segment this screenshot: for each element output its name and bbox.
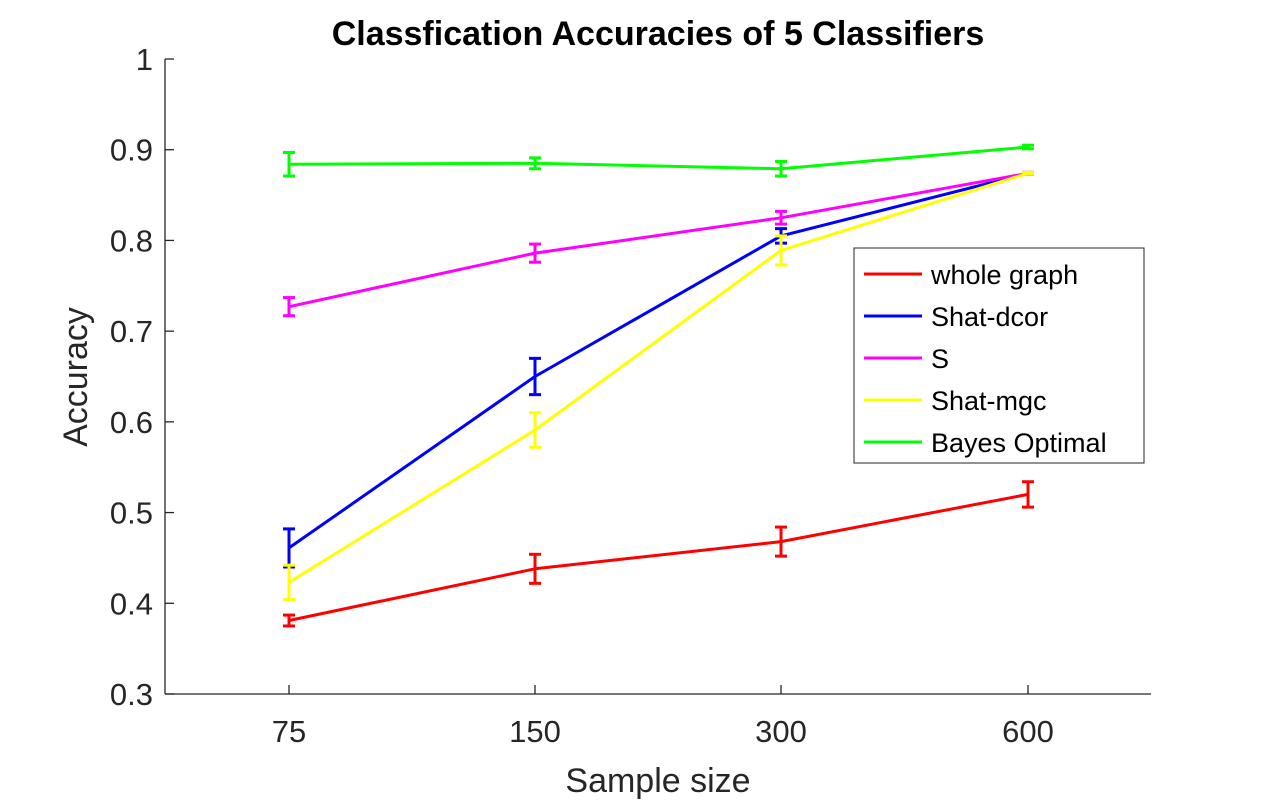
error-bar-whole-graph <box>775 525 787 558</box>
error-bar-shat-mgc <box>775 234 787 267</box>
error-bar-whole-graph <box>1022 480 1034 509</box>
y-tick-label: 0.5 <box>110 496 153 531</box>
legend-label: Shat-mgc <box>931 386 1047 416</box>
error-bar-shat-mgc <box>529 411 541 449</box>
series-line-s <box>288 171 1029 309</box>
y-tick-label: 0.7 <box>110 314 153 349</box>
error-bar-s <box>775 209 787 226</box>
series-line-whole-graph <box>288 492 1029 622</box>
y-tick-label: 0.4 <box>110 586 153 621</box>
error-bar-shat-mgc <box>1022 170 1034 176</box>
x-tick-label: 600 <box>1002 714 1054 749</box>
legend-label: whole graph <box>930 260 1078 290</box>
series-line-shat-mgc <box>288 171 1029 584</box>
series-whole-graph <box>283 480 1034 628</box>
y-tick-label: 0.3 <box>110 677 153 712</box>
error-bar-bayes-optimal <box>775 160 787 178</box>
error-bar-bayes-optimal <box>1022 143 1034 151</box>
y-axis-label: Accuracy <box>57 307 95 447</box>
error-bar-shat-dcor <box>529 356 541 397</box>
error-bar-shat-dcor <box>283 527 295 569</box>
y-tick-label: 0.8 <box>110 223 153 258</box>
legend-item-bayes-optimal: Bayes Optimal <box>864 428 1107 458</box>
x-tick-label: 75 <box>272 714 306 749</box>
legend-label: Shat-dcor <box>931 302 1048 332</box>
legend-item-s: S <box>864 344 949 374</box>
legend-box <box>853 247 1145 464</box>
series-line-bayes-optimal <box>288 145 1029 171</box>
error-bar-s <box>529 242 541 264</box>
y-ticks: 0.3 0.4 0.5 0.6 0.7 0.8 0.9 1 <box>110 42 174 712</box>
series-line-shat-dcor <box>288 171 1029 550</box>
error-bar-whole-graph <box>283 613 295 628</box>
series-layer <box>283 143 1034 628</box>
series-shat-mgc <box>283 170 1034 602</box>
series-bayes-optimal <box>283 143 1034 178</box>
x-tick-label: 300 <box>755 714 807 749</box>
legend-label: Bayes Optimal <box>931 428 1107 458</box>
error-bar-bayes-optimal <box>283 150 295 178</box>
legend-items: whole graph Shat-dcor S Shat-mgc Bayes Optim… <box>864 260 1107 458</box>
axes-box <box>164 59 1151 695</box>
x-axis-label: Sample size <box>565 762 750 800</box>
y-tick-label: 0.6 <box>110 405 153 440</box>
legend-item-whole-graph: whole graph <box>864 260 1078 290</box>
error-bar-bayes-optimal <box>529 156 541 171</box>
y-tick-label: 0.9 <box>110 133 153 168</box>
legend-item-shat-dcor: Shat-dcor <box>864 302 1048 332</box>
legend: whole graph Shat-dcor S Shat-mgc Bayes Optim… <box>853 247 1145 464</box>
legend-label: S <box>931 344 949 374</box>
error-bar-s <box>283 296 295 318</box>
legend-item-shat-mgc: Shat-mgc <box>864 386 1047 416</box>
error-bar-whole-graph <box>529 552 541 585</box>
chart-title: Classfication Accuracies of 5 Classifier… <box>332 15 985 53</box>
error-bar-shat-mgc <box>283 563 295 602</box>
x-tick-label: 150 <box>509 714 561 749</box>
y-tick-label: 1 <box>136 42 153 77</box>
x-ticks: 75 150 300 600 <box>272 685 1054 749</box>
